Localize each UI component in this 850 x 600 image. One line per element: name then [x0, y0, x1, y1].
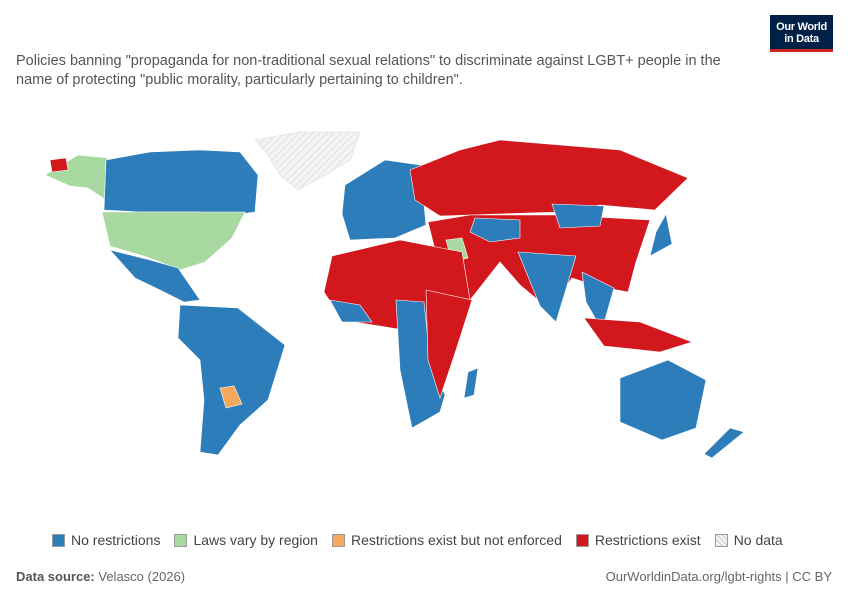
paraguay[interactable] [219, 385, 243, 409]
indonesia[interactable] [583, 317, 693, 353]
logo-line: Our World [776, 21, 827, 33]
legend-swatch [174, 533, 188, 547]
south-america[interactable] [177, 304, 286, 456]
legend-label: Restrictions exist [594, 532, 701, 548]
russia[interactable] [409, 139, 689, 217]
source-label: Data source: [16, 569, 95, 584]
madagascar[interactable] [463, 367, 479, 399]
australia[interactable] [619, 359, 707, 441]
legend-item[interactable]: Restrictions exist [575, 532, 701, 548]
legend-item[interactable]: Laws vary by region [174, 532, 318, 548]
legend-swatch [714, 533, 728, 547]
legend-swatch [575, 533, 589, 547]
usa[interactable] [101, 211, 246, 271]
central-america[interactable] [109, 249, 201, 303]
legend-label: No restrictions [71, 532, 161, 548]
regions [44, 131, 745, 459]
url[interactable]: OurWorldinData.org/lgbt-rights | CC BY [605, 569, 832, 584]
mongolia[interactable] [551, 203, 605, 229]
source-text[interactable]: Velasco (2026) [98, 569, 186, 584]
central-asia[interactable] [469, 217, 521, 243]
legend-item[interactable]: No restrictions [52, 532, 160, 548]
canada[interactable] [103, 149, 259, 217]
southern-africa[interactable] [395, 299, 446, 429]
legend-swatch [52, 533, 65, 547]
logo[interactable]: Our World in Data [770, 15, 833, 52]
india[interactable] [517, 251, 577, 323]
legend-label: Laws vary by region [193, 532, 318, 548]
japan[interactable] [649, 213, 673, 257]
legend-swatch [331, 533, 345, 547]
source: Data source: Velasco (2026) [16, 569, 185, 584]
west-africa[interactable] [329, 299, 373, 323]
legend-item[interactable]: No data [714, 532, 783, 548]
world-map [44, 131, 745, 459]
chukotka[interactable] [49, 157, 69, 173]
legend-label: Restrictions exist but not enforced [350, 532, 562, 548]
legend-item[interactable]: Restrictions exist but not enforced [331, 532, 562, 548]
east-africa[interactable] [425, 289, 473, 399]
title: Policies banning "propaganda for non-tra… [16, 53, 721, 88]
greenland[interactable] [254, 131, 361, 191]
legend-label: No data [733, 532, 783, 548]
new-zealand[interactable] [703, 427, 745, 459]
logo-line: in Data [784, 33, 819, 45]
europe[interactable] [341, 159, 427, 241]
legend: No restrictions Laws vary by region Restri… [52, 532, 783, 548]
